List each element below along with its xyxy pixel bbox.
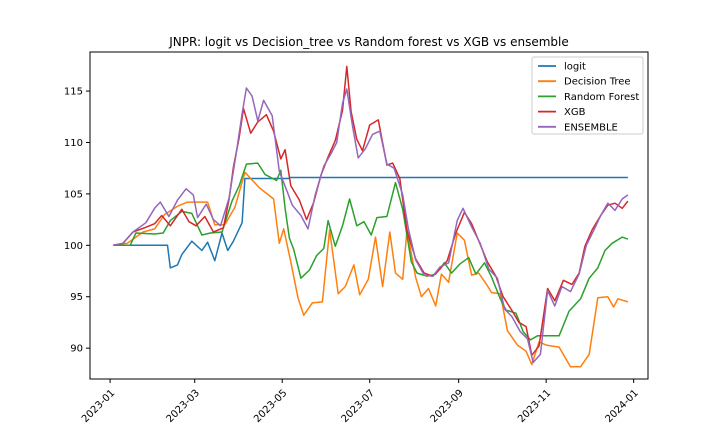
x-tick-label: 2023-07 (340, 388, 377, 425)
series-line-ensemble (112, 87, 629, 364)
x-tick-label: 2023-01 (80, 388, 117, 425)
x-tick-label: 2023-03 (165, 388, 202, 425)
y-tick-label: 95 (70, 292, 83, 303)
x-tick-label: 2023-05 (252, 388, 289, 425)
legend-box (531, 56, 644, 135)
legend-label: ENSEMBLE (564, 122, 618, 133)
series-line-logit (113, 176, 628, 269)
y-tick-label: 90 (70, 344, 83, 355)
series-layer (112, 65, 629, 368)
series-line-xgb (112, 65, 629, 357)
x-tick-label: 2024-01 (604, 388, 641, 425)
y-tick-label: 105 (64, 189, 83, 200)
legend: logit Decision Tree Random Forest XGB ENSEMB… (531, 56, 644, 135)
plot-area-frame (89, 51, 649, 380)
x-tick-label: 2023-11 (516, 388, 553, 425)
series-line-decision-tree (112, 171, 629, 368)
y-axis: 90 95 100 105 110 115 (64, 87, 90, 355)
legend-label: XGB (564, 107, 586, 118)
series-line-random-forest (113, 162, 629, 341)
legend-label: Decision Tree (564, 77, 631, 88)
chart-title: JNPR: logit vs Decision_tree vs Random f… (168, 35, 569, 49)
x-tick-label: 2023-09 (429, 388, 466, 425)
legend-label: Random Forest (564, 92, 639, 103)
y-tick-label: 115 (64, 87, 83, 98)
y-tick-label: 110 (64, 138, 83, 149)
legend-label: logit (564, 62, 586, 73)
x-axis: 2023-01 2023-03 2023-05 2023-07 2023-09 2023-… (80, 379, 641, 425)
y-tick-label: 100 (64, 241, 83, 252)
